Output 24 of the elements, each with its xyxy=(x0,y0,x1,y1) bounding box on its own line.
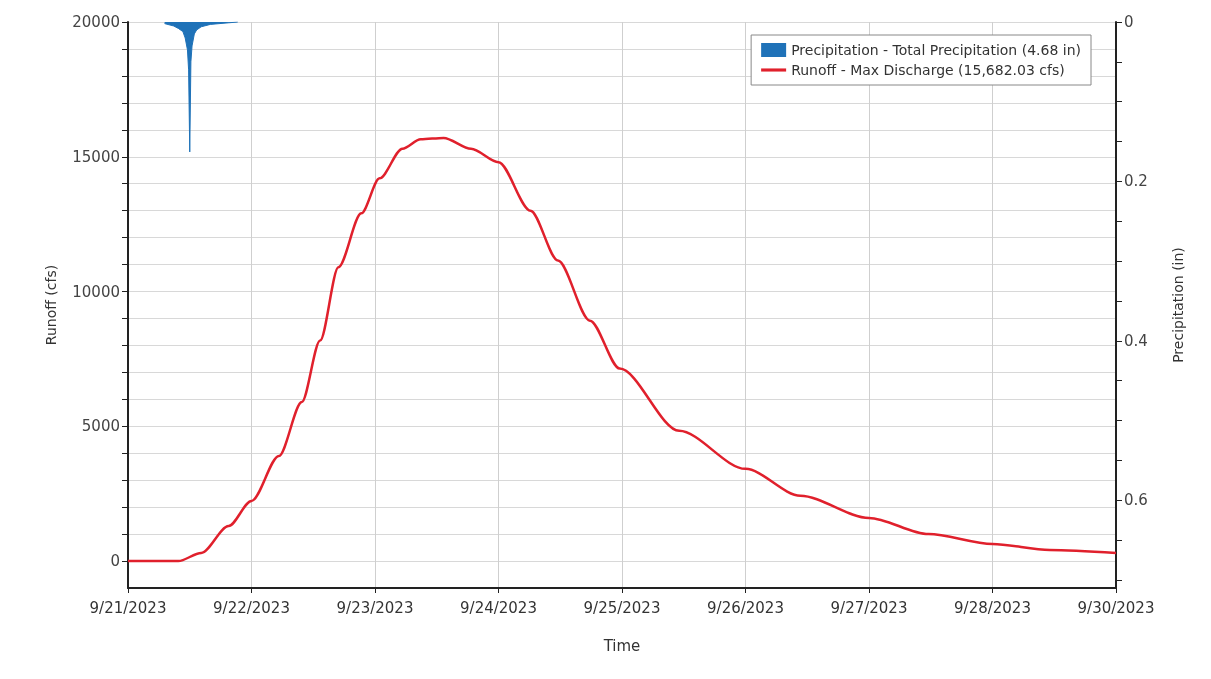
x-tick-label: 9/27/2023 xyxy=(830,598,908,617)
legend-label: Precipitation - Total Precipitation (4.68 in) xyxy=(791,42,1081,58)
x-tick-label: 9/21/2023 xyxy=(89,598,167,617)
y2-tick-label: 0.4 xyxy=(1124,331,1148,350)
x-tick-label: 9/25/2023 xyxy=(583,598,661,617)
y2-tick-label: 0.6 xyxy=(1124,491,1148,510)
x-tick-label: 9/30/2023 xyxy=(1077,598,1155,617)
x-tick-label: 9/23/2023 xyxy=(336,598,414,617)
x-tick-label: 9/24/2023 xyxy=(460,598,537,617)
y-tick-label: 15000 xyxy=(72,147,120,166)
y-tick-label: 0 xyxy=(110,552,120,571)
y-axis-title: Runoff (cfs) xyxy=(43,264,59,346)
y-tick-label: 5000 xyxy=(81,417,120,436)
y2-tick-label: 0.2 xyxy=(1124,172,1148,191)
x-tick-label: 9/26/2023 xyxy=(707,598,784,617)
x-axis-title: Time xyxy=(602,636,641,655)
x-tick-label: 9/28/2023 xyxy=(954,598,1031,617)
line-series xyxy=(126,136,1118,563)
y2-axis-title: Precipitation (in) xyxy=(1170,247,1186,363)
y-tick-label: 20000 xyxy=(72,13,120,31)
y2-tick-label: 0 xyxy=(1124,13,1134,31)
y-tick-label: 10000 xyxy=(72,282,120,301)
legend-label: Runoff - Max Discharge (15,682.03 cfs) xyxy=(791,62,1065,78)
x-tick-label: 9/22/2023 xyxy=(213,598,290,617)
